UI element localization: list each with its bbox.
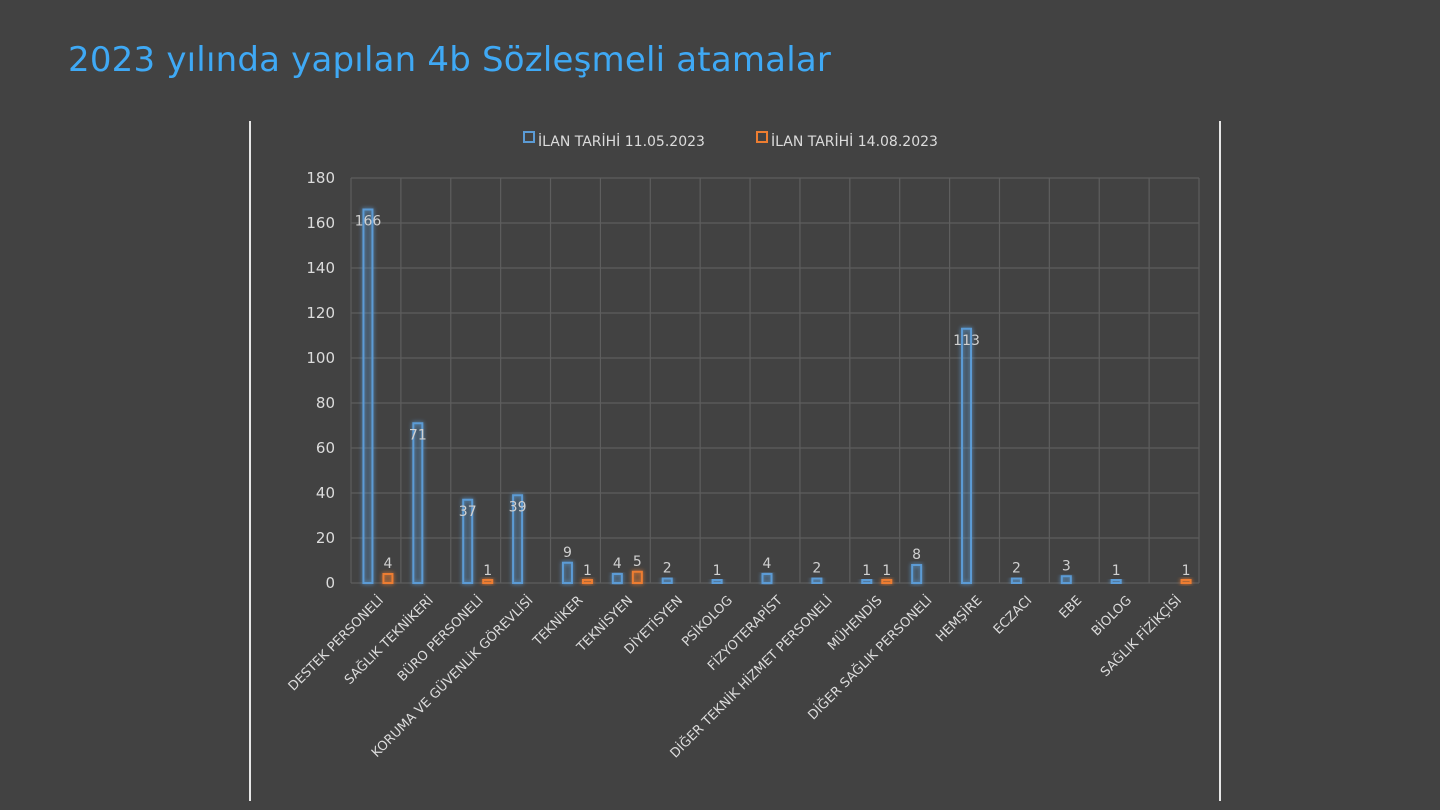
data-label: 2 [1012,561,1021,577]
bar-series-1 [961,327,973,584]
bar-series-1 [462,498,474,584]
bar-series-1 [661,577,673,584]
y-tick-label: 80 [316,394,335,412]
legend-label: İLAN TARİHİ 11.05.2023 [538,132,705,150]
bars [362,208,1192,584]
category-label: ECZACI [991,593,1035,637]
bar-series-1 [811,577,823,584]
gridlines [350,177,1200,584]
bar-series-2 [881,579,893,584]
bar-series-1 [761,573,773,584]
bar-series-2 [482,579,494,584]
bar-series-1 [1010,577,1022,584]
slide-title: 2023 yılında yapılan 4b Sözleşmeli atama… [68,40,832,80]
category-label: HEMŞİRE [933,593,986,646]
y-axis: 0 20 40 60 80 100 120 140 160 180 [306,169,335,592]
category-label: BİOLOG [1088,593,1135,640]
data-label: 1 [1112,563,1121,579]
bar-series-1 [1110,579,1122,584]
y-tick-label: 160 [306,214,335,232]
legend-swatch [523,131,535,143]
y-tick-label: 120 [306,304,335,322]
legend-swatch [756,131,768,143]
data-label: 1 [713,563,722,579]
category-label: SAĞLIK FİZİKÇİSİ [1097,593,1185,681]
bar-series-1 [911,564,923,584]
chart-frame: 0 20 40 60 80 100 120 140 160 180 166 71 37 39 9 4 2 1 4 2… [249,121,1221,801]
bar-series-1 [611,573,623,584]
bar-series-1 [561,561,573,584]
bar-series-2 [382,573,394,584]
data-label: 5 [633,554,642,570]
data-label: 1 [1182,563,1191,579]
bar-series-1 [412,422,424,584]
category-label: SAĞLIK TEKNİKERİ [341,593,436,688]
bar-series-1 [512,494,524,584]
data-label: 4 [613,556,622,572]
data-label: 4 [763,556,772,572]
data-label: 113 [953,333,980,349]
data-label: 9 [563,545,572,561]
data-label: 1 [583,563,592,579]
data-label: 166 [355,214,382,230]
data-label: 1 [483,563,492,579]
y-tick-label: 40 [316,484,335,502]
category-label: EBE [1057,593,1086,622]
bar-series-1 [711,579,723,584]
data-label: 1 [862,563,871,579]
bar-series-2 [1180,579,1192,584]
data-label: 3 [1062,558,1071,574]
category-label: BÜRO PERSONELİ [394,592,487,685]
bar-series-2 [581,579,593,584]
data-label: 39 [509,499,527,515]
data-label: 2 [812,561,821,577]
data-label: 4 [383,556,392,572]
data-label: 37 [459,504,477,520]
y-tick-label: 0 [325,574,335,592]
y-tick-label: 100 [306,349,335,367]
bar-series-1 [1060,575,1072,584]
y-tick-label: 180 [306,169,335,187]
legend: İLAN TARİHİ 11.05.2023 İLAN TARİHİ 14.08.… [523,131,938,150]
category-label: DESTEK PERSONELİ [285,593,387,695]
data-label: 71 [409,427,427,443]
data-label: 8 [912,547,921,563]
y-tick-label: 140 [306,259,335,277]
data-label: 1 [882,563,891,579]
bar-series-2 [631,570,643,584]
data-label: 2 [663,561,672,577]
bar-series-1 [362,208,374,584]
bar-series-1 [861,579,873,584]
y-tick-label: 20 [316,529,335,547]
bar-chart: 0 20 40 60 80 100 120 140 160 180 166 71 37 39 9 4 2 1 4 2… [285,131,1200,762]
legend-label: İLAN TARİHİ 14.08.2023 [771,132,938,150]
y-tick-label: 60 [316,439,335,457]
